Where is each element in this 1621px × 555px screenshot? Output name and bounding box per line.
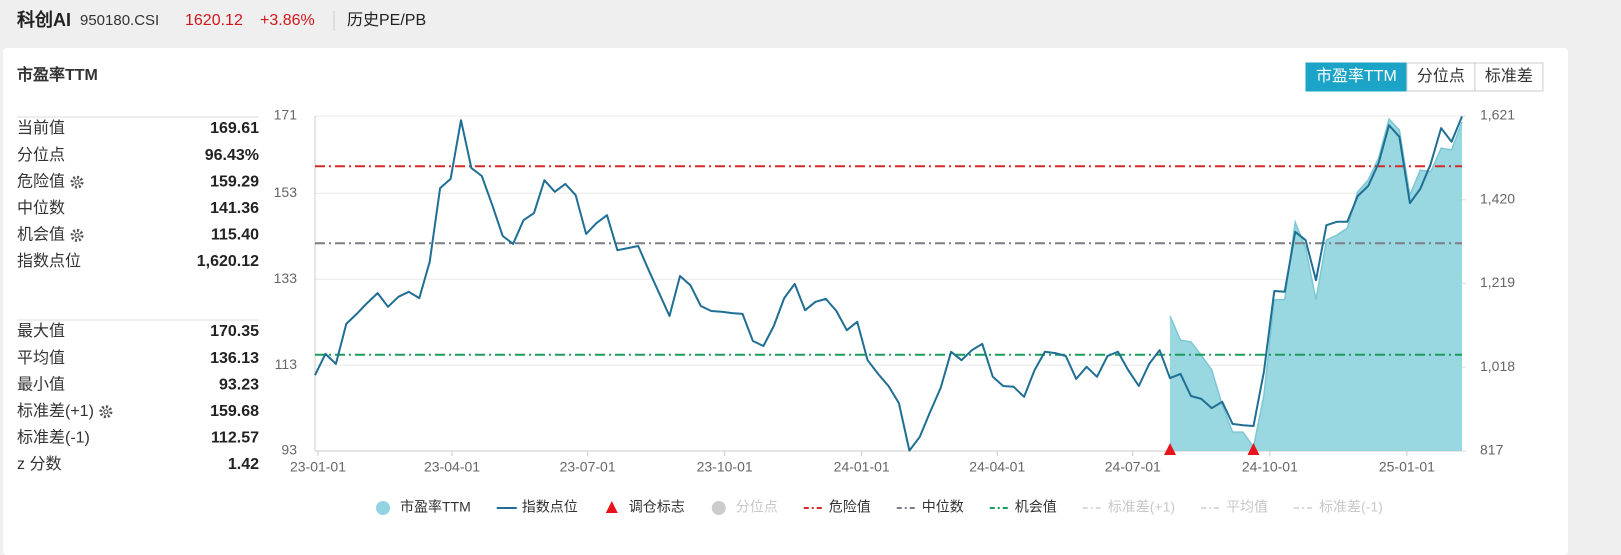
stat-name: 危险值 [17,172,65,190]
settings-icon-hole [103,409,109,415]
legend-label[interactable]: 标准差(-1) [1319,499,1383,515]
stat-name: 标准差(+1) [17,402,94,420]
area [1170,119,1462,451]
x-tick-label: 23-04-01 [424,459,480,475]
page-tab[interactable]: 历史PE/PB [347,11,426,29]
stat-name: z 分数 [17,455,61,473]
legend-label[interactable]: 调仓标志 [629,499,685,515]
stat-value: 96.43% [205,147,259,164]
x-tick-label: 23-01-01 [290,459,346,475]
index-name: 科创AI [17,9,71,30]
y-tick-label: 93 [281,442,297,458]
stat-value: 115.40 [211,227,259,244]
legend-label[interactable]: 标准差(+1) [1108,499,1175,515]
area-line [1169,117,1463,449]
toggle-button[interactable] [1474,62,1544,92]
legend-label[interactable]: 危险值 [829,499,871,515]
legend-label[interactable]: 中位数 [922,499,964,515]
stat-name: 最小值 [17,375,65,393]
stat-value: 141.36 [210,200,259,217]
toggle-label[interactable]: 标准差 [1485,67,1533,85]
settings-icon-hole [74,179,80,185]
stat-name: 中位数 [17,199,65,217]
x-tick-label: 24-01-01 [834,459,890,475]
stat-value: 170.35 [210,323,259,340]
settings-icon-hole [74,232,80,238]
legend-marker[interactable] [605,501,618,513]
y-tick-label: 153 [274,184,298,200]
toggle-label[interactable]: 分位点 [1417,67,1465,85]
settings-icon[interactable] [70,228,84,242]
stat-value: 1,620.12 [197,253,259,270]
stat-name: 当前值 [17,119,65,137]
stat-value: 159.29 [210,173,259,190]
y2-tick-label: 1,420 [1480,190,1515,206]
y2-tick-label: 1,018 [1480,358,1515,374]
stat-value: 159.68 [210,403,259,420]
settings-icon[interactable] [70,175,84,189]
y2-tick-label: 817 [1480,442,1504,458]
y2-tick-label: 1,621 [1480,107,1515,123]
panel-title: 市盈率TTM [17,65,98,84]
line [314,116,1463,452]
stat-value: 136.13 [210,350,259,367]
index-price: 1620.12 [185,12,243,29]
stat-value: 93.23 [219,376,259,393]
toggle-label[interactable]: 市盈率TTM [1316,67,1397,85]
rebalance-marker [1247,443,1260,455]
index-code: 950180.CSI [80,12,159,29]
stat-value: 112.57 [211,430,259,447]
legend-label[interactable]: 市盈率TTM [400,499,471,515]
legend-label[interactable]: 平均值 [1226,499,1268,515]
legend-label[interactable]: 分位点 [736,499,778,515]
x-tick-label: 24-10-01 [1242,459,1298,475]
stat-name: 分位点 [17,146,65,164]
stat-value: 169.61 [210,120,259,137]
stat-name: 机会值 [17,226,65,244]
y-tick-label: 133 [274,270,298,286]
x-tick-label: 23-10-01 [697,459,753,475]
legend-label[interactable]: 机会值 [1015,499,1057,515]
stat-name: 指数点位 [17,252,81,270]
y2-tick-label: 1,219 [1480,274,1515,290]
x-tick-label: 24-04-01 [969,459,1025,475]
stat-name: 平均值 [17,349,65,367]
legend-marker[interactable] [376,501,390,515]
legend-marker[interactable] [711,501,726,515]
settings-icon[interactable] [99,405,113,419]
toggle-button[interactable] [1305,62,1408,92]
x-tick-label: 24-07-01 [1105,459,1161,475]
stat-value: 1.42 [228,456,259,473]
index-change: +3.86% [260,12,315,29]
x-tick-label: 23-07-01 [560,459,616,475]
y-tick-label: 171 [274,107,298,123]
legend-label[interactable]: 指数点位 [522,499,578,515]
stat-name: 标准差(-1) [17,429,90,447]
stat-name: 最大值 [17,322,65,340]
x-tick-label: 25-01-01 [1379,459,1435,475]
rebalance-marker [1164,443,1177,455]
y-tick-label: 113 [275,356,298,372]
